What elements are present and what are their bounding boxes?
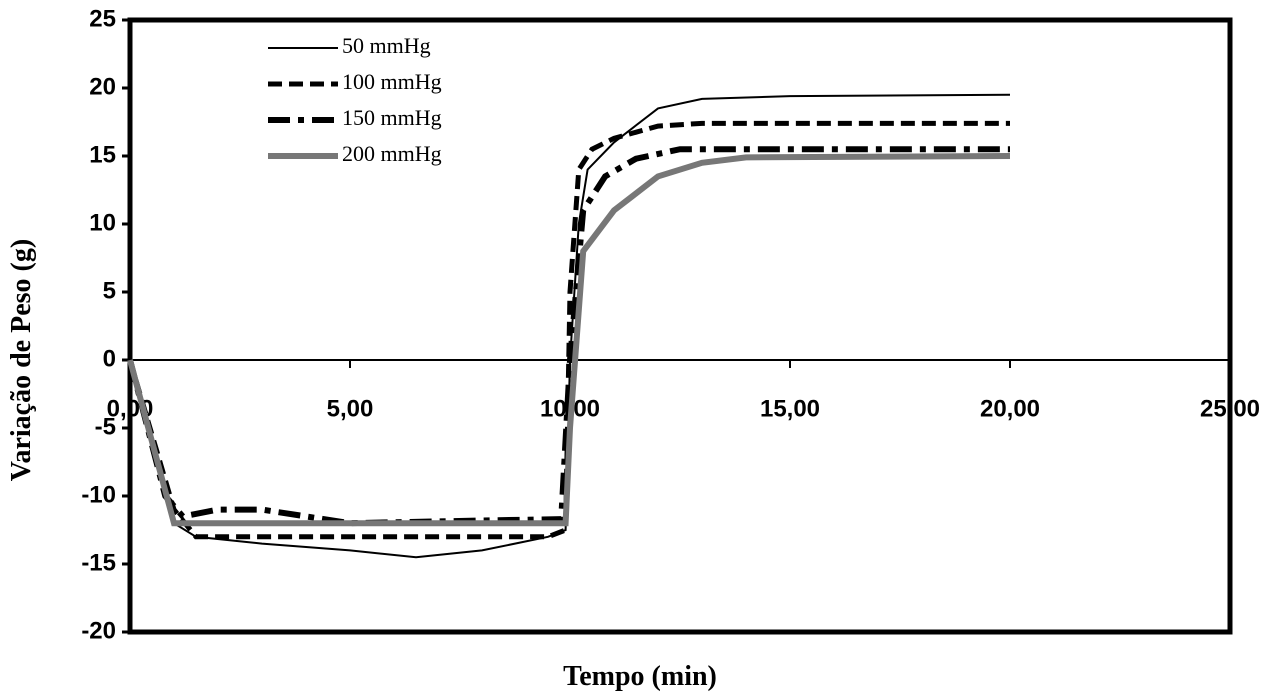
legend-label: 50 mmHg [342, 33, 431, 58]
series-line [127, 153, 1011, 527]
x-tick-label: 20,00 [980, 395, 1040, 422]
y-axis-label: Variação de Peso (g) [6, 239, 37, 481]
plot-frame [127, 17, 1233, 635]
y-tick-label: -10 [81, 481, 116, 508]
y-tick-label: 5 [103, 277, 116, 304]
x-axis-label: Tempo (min) [563, 661, 717, 692]
y-tick-label: 0 [103, 345, 116, 372]
x-tick-label: 5,00 [327, 395, 374, 422]
x-tick-label: 15,00 [760, 395, 820, 422]
y-tick-label: -15 [81, 549, 116, 576]
x-tick-label: 25,00 [1200, 395, 1260, 422]
y-tick-label: 15 [89, 141, 116, 168]
y-tick-label: -20 [81, 617, 116, 644]
series-line [129, 93, 1011, 559]
series-line [127, 146, 1010, 527]
legend-label: 100 mmHg [342, 69, 442, 94]
y-tick-label: 20 [89, 73, 116, 100]
legend-label: 200 mmHg [342, 141, 442, 166]
y-tick-label: 10 [89, 209, 116, 236]
legend-label: 150 mmHg [342, 105, 442, 130]
series-line [127, 120, 1010, 540]
y-tick-label: -5 [95, 413, 116, 440]
y-tick-label: 25 [89, 5, 116, 32]
